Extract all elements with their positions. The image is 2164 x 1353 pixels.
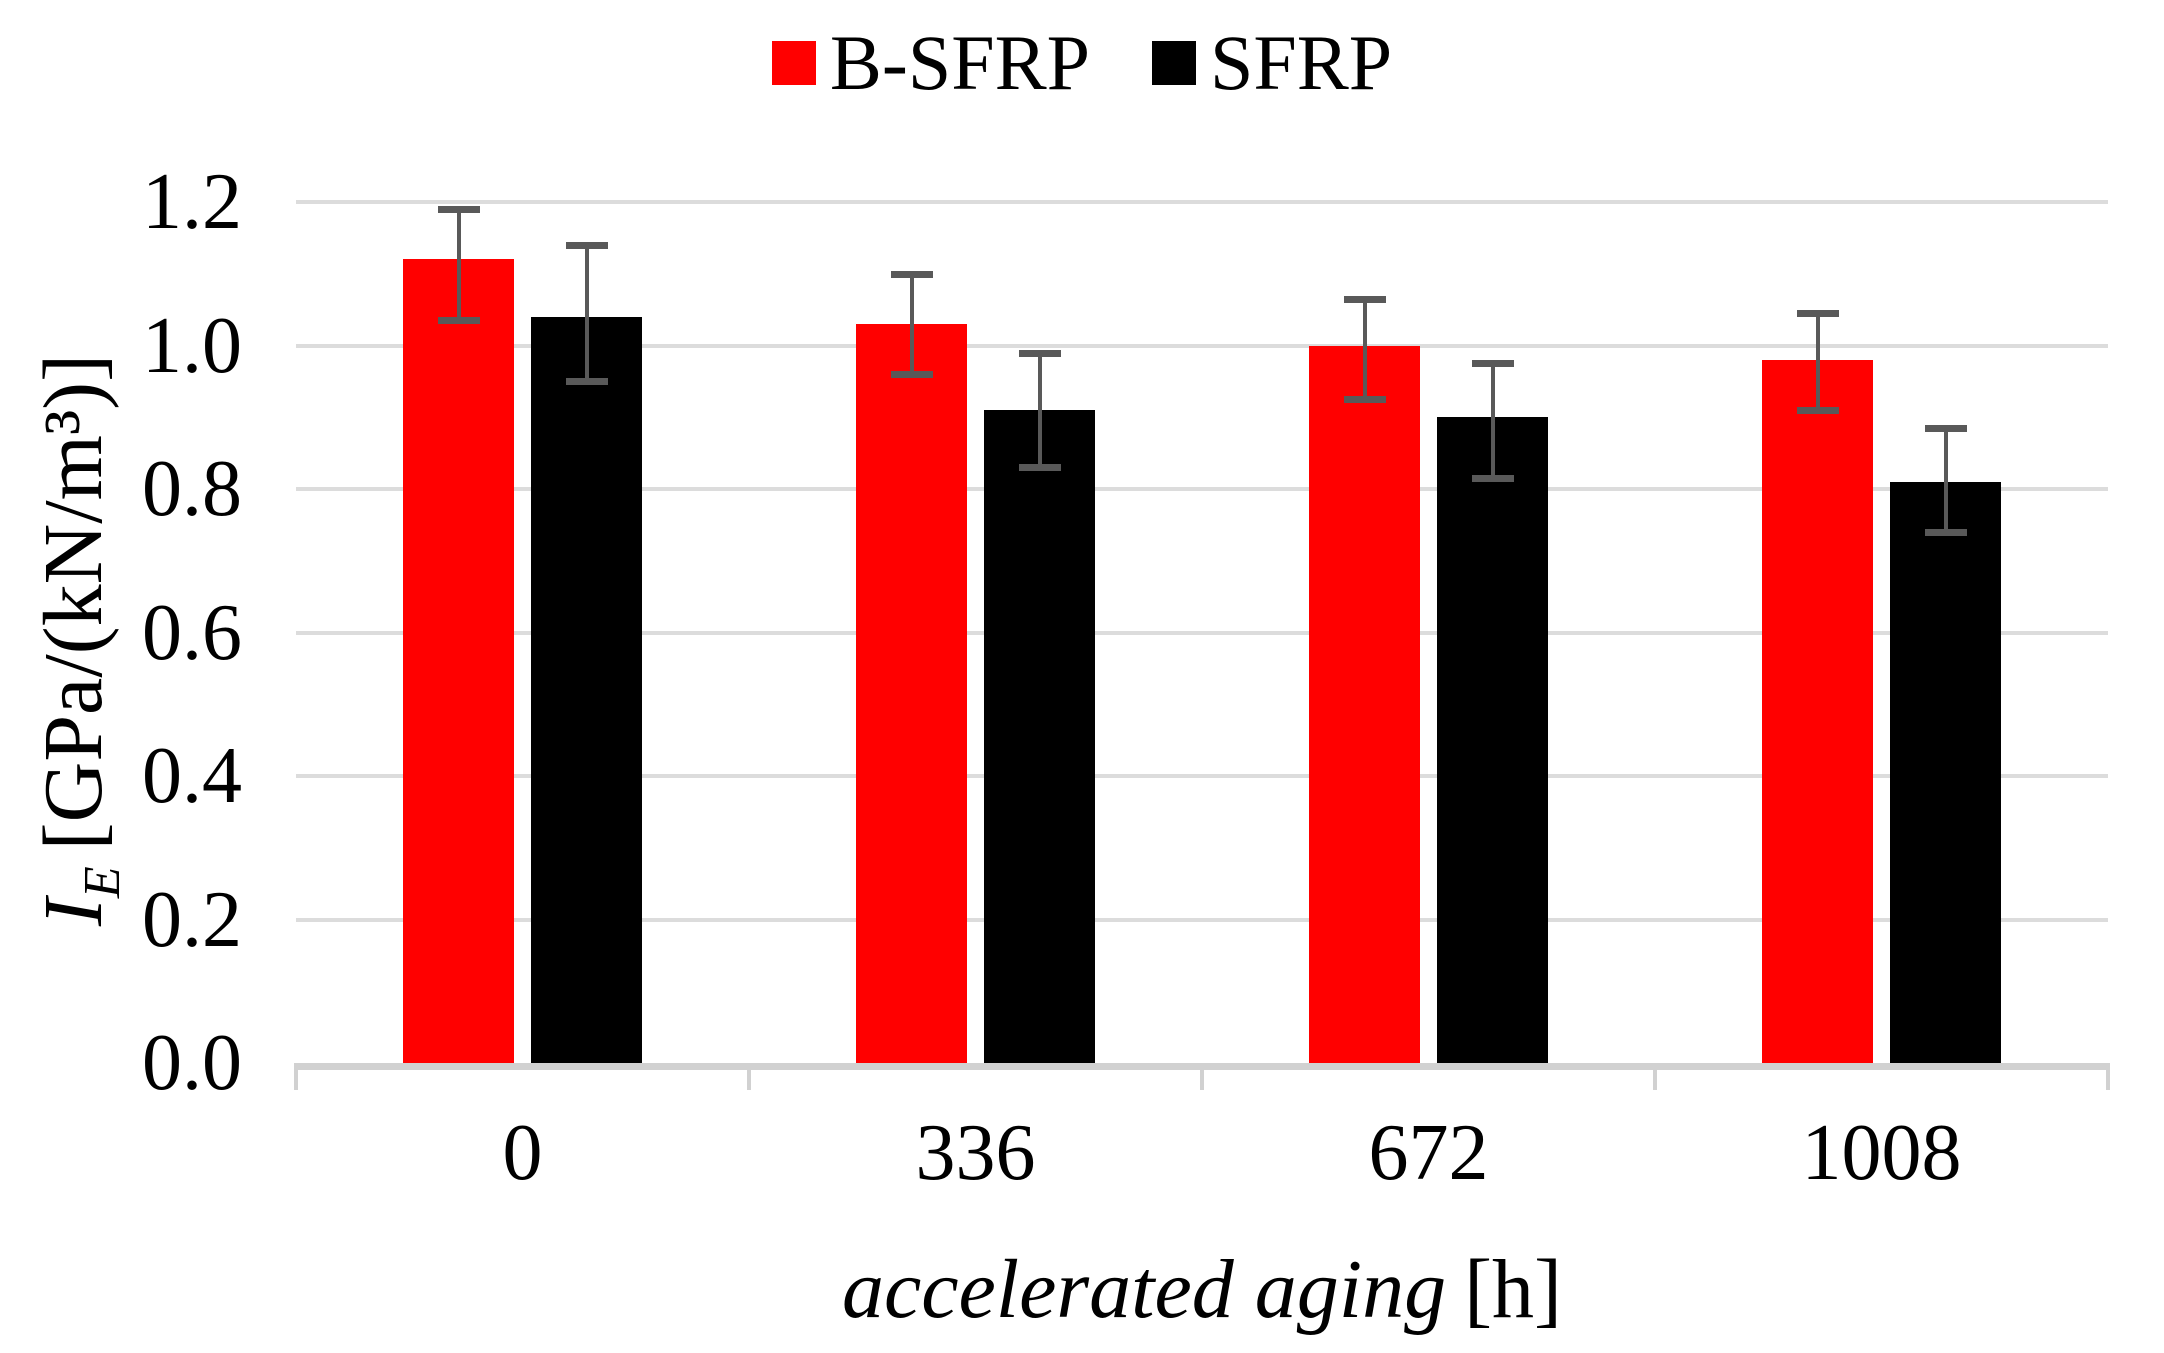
x-tick-label: 1008 xyxy=(1801,1109,1962,1197)
bar-sfrp-1008 xyxy=(1890,481,2001,1063)
x-axis-tick xyxy=(294,1063,298,1090)
bar-sfrp-0 xyxy=(531,316,642,1063)
error-bar-cap-top xyxy=(1018,349,1061,357)
gridline-y-0.6 xyxy=(296,630,2108,635)
y-tick-label: 0.2 xyxy=(142,875,242,964)
error-bar-cap-bottom xyxy=(1343,396,1386,404)
bar-b-sfrp-1008 xyxy=(1762,359,1873,1063)
y-tick-label: 0.0 xyxy=(142,1019,242,1107)
x-axis-title: accelerated aging [h] xyxy=(120,1248,2164,1332)
x-axis-title-text: accelerated aging xyxy=(841,1243,1447,1336)
error-bar-cap-bottom xyxy=(437,317,480,325)
error-bar-cap-bottom xyxy=(565,378,608,386)
bar-b-sfrp-0 xyxy=(403,259,514,1063)
error-bar-line xyxy=(1037,352,1042,468)
gridline-y-0.8 xyxy=(296,487,2108,491)
x-axis-tick xyxy=(2106,1063,2110,1090)
error-bar-cap-top xyxy=(1796,310,1839,318)
error-bar-cap-bottom xyxy=(1796,407,1839,415)
error-bar-line xyxy=(1490,363,1495,479)
error-bar-line xyxy=(909,273,914,375)
error-bar-cap-top xyxy=(1343,295,1386,303)
bar-sfrp-336 xyxy=(984,410,1095,1063)
y-tick-label: 0.4 xyxy=(142,732,242,820)
bar-sfrp-672 xyxy=(1437,417,1548,1063)
sfrp-swatch-icon xyxy=(1152,41,1196,85)
error-bar-cap-bottom xyxy=(1924,529,1967,537)
gridline-y-1 xyxy=(296,343,2108,348)
x-tick-label: 336 xyxy=(915,1109,1036,1197)
y-tick-label: 0.6 xyxy=(142,588,242,677)
b-sfrp-swatch-icon xyxy=(771,41,816,85)
x-axis-tick xyxy=(1200,1063,1204,1090)
error-bar-cap-bottom xyxy=(890,371,933,379)
error-bar-line xyxy=(456,209,461,321)
error-bar-cap-top xyxy=(437,206,480,214)
legend-item-b-sfrp: B-SFRP xyxy=(771,19,1090,106)
bar-b-sfrp-336 xyxy=(856,323,967,1063)
legend-item-sfrp: SFRP xyxy=(1152,24,1392,102)
gridline-y-1.2 xyxy=(296,200,2108,204)
gridline-y-0.4 xyxy=(296,774,2108,778)
bar-b-sfrp-672 xyxy=(1309,345,1420,1063)
x-axis-tick xyxy=(1653,1063,1657,1090)
legend-label-sfrp: SFRP xyxy=(1210,19,1393,106)
legend: B-SFRP SFRP xyxy=(0,24,2164,102)
y-tick-label: 0.8 xyxy=(142,445,242,533)
legend-label-b-sfrp: B-SFRP xyxy=(829,19,1090,106)
error-bar-cap-top xyxy=(890,270,933,278)
y-tick-label: 1.2 xyxy=(142,158,242,246)
error-bar-cap-top xyxy=(1924,425,1967,432)
error-bar-cap-bottom xyxy=(1018,464,1061,472)
error-bar-line xyxy=(1943,428,1948,533)
y-tick-label: 1.0 xyxy=(142,301,242,390)
error-bar-cap-top xyxy=(1471,360,1514,368)
error-bar-line xyxy=(1815,313,1820,411)
x-axis-title-unit: [h] xyxy=(1464,1243,1563,1336)
error-bar-line xyxy=(584,245,589,382)
error-bar-line xyxy=(1362,298,1367,400)
x-tick-label: 672 xyxy=(1368,1109,1489,1197)
gridline-y-0.2 xyxy=(296,917,2108,922)
error-bar-cap-bottom xyxy=(1471,475,1514,483)
x-axis-tick xyxy=(747,1063,751,1090)
x-tick-label: 0 xyxy=(502,1109,543,1197)
error-bar-cap-top xyxy=(565,242,608,250)
